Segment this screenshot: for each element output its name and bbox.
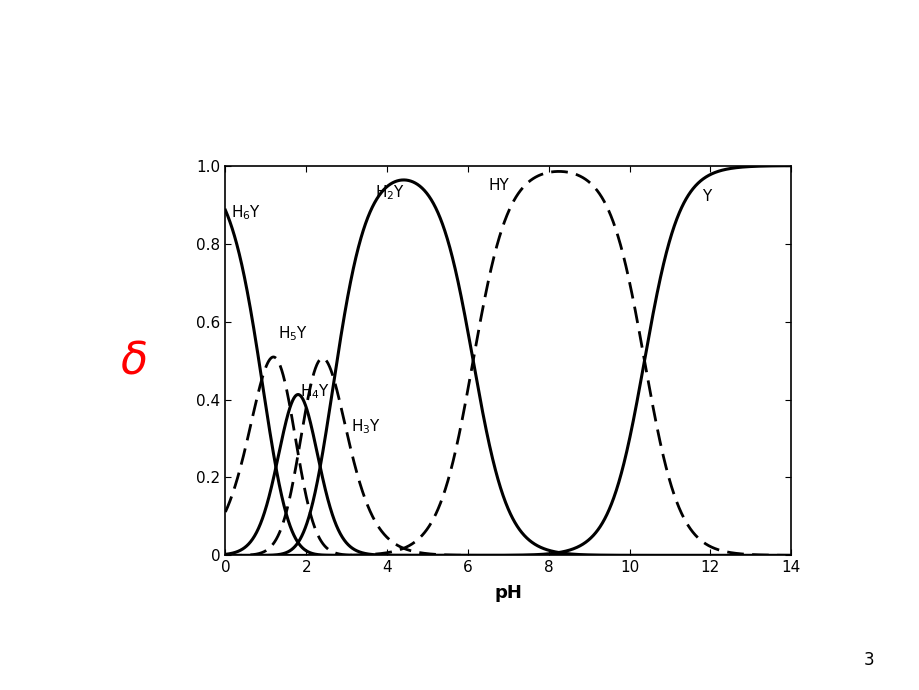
X-axis label: pH: pH (494, 584, 522, 602)
Text: 3: 3 (862, 651, 873, 669)
Text: H$_2$Y: H$_2$Y (375, 184, 404, 202)
Text: $\delta$: $\delta$ (119, 339, 147, 382)
Text: H$_6$Y: H$_6$Y (232, 203, 261, 221)
Text: H$_5$Y: H$_5$Y (278, 324, 308, 343)
Text: Y: Y (701, 189, 710, 204)
Text: H$_4$Y: H$_4$Y (300, 382, 330, 401)
Text: HY: HY (488, 177, 508, 193)
Text: H$_3$Y: H$_3$Y (350, 417, 380, 436)
